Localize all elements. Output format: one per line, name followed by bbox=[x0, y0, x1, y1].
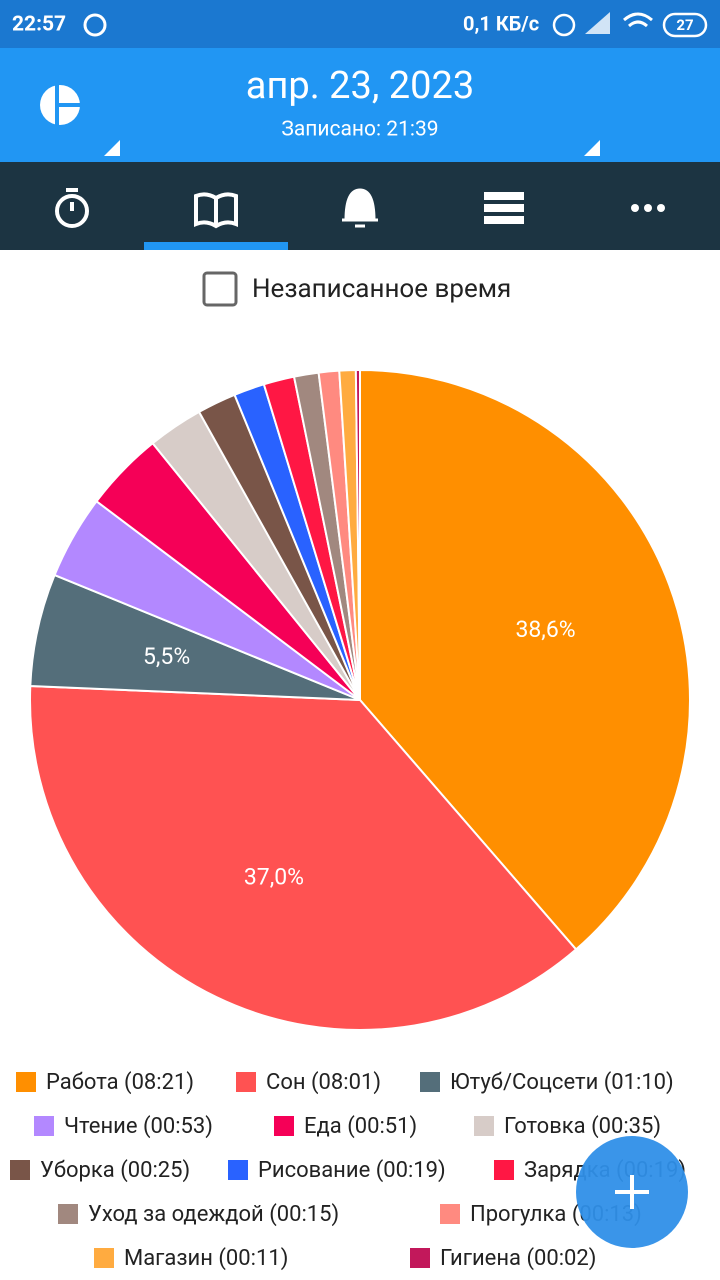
legend-swatch bbox=[274, 1116, 294, 1136]
legend-label: Уход за одеждой (00:15) bbox=[88, 1202, 339, 1227]
slice-label: 38,6% bbox=[515, 616, 575, 643]
pie-slice bbox=[354, 368, 361, 701]
legend-swatch bbox=[10, 1160, 30, 1180]
legend-label: Работа (08:21) bbox=[46, 1070, 194, 1095]
legend-label: Еда (00:51) bbox=[304, 1114, 417, 1139]
status-time: 22:57 bbox=[12, 13, 66, 37]
status-speed: 0,1 КБ/с bbox=[463, 11, 539, 35]
corner-indicator bbox=[584, 140, 600, 156]
corner-indicator bbox=[104, 140, 120, 156]
legend-swatch bbox=[474, 1116, 494, 1136]
more-tab[interactable] bbox=[631, 204, 665, 212]
pie-slice bbox=[359, 368, 691, 951]
recorded-subtitle: Записано: 21:39 bbox=[281, 118, 438, 142]
legend-swatch bbox=[420, 1072, 440, 1092]
status-bar bbox=[0, 0, 720, 48]
slice-label: 37,0% bbox=[244, 863, 304, 890]
timer-tab[interactable] bbox=[55, 188, 89, 228]
legend-swatch bbox=[410, 1248, 430, 1268]
alarm-icon bbox=[552, 13, 576, 37]
legend-label: Рисование (00:19) bbox=[258, 1158, 446, 1183]
legend-label: Чтение (00:53) bbox=[64, 1114, 213, 1139]
legend-swatch bbox=[94, 1248, 114, 1268]
alarm-icon bbox=[83, 13, 107, 37]
date-title[interactable]: апр. 23, 2023 bbox=[246, 64, 474, 108]
signal-icon bbox=[585, 12, 610, 34]
legend-swatch bbox=[58, 1204, 78, 1224]
journal-tab[interactable] bbox=[194, 192, 238, 229]
legend-swatch bbox=[440, 1204, 460, 1224]
active-tab-indicator bbox=[144, 242, 288, 250]
legend: Работа (08:21) Сон (08:01) Ютуб/Соцсети (0… bbox=[10, 1070, 686, 1271]
legend-swatch bbox=[494, 1160, 514, 1180]
legend-swatch bbox=[228, 1160, 248, 1180]
legend-label: Ютуб/Соцсети (01:10) bbox=[450, 1070, 674, 1095]
checkbox-label[interactable]: Незаписанное время bbox=[252, 274, 511, 304]
legend-label: Сон (08:01) bbox=[266, 1070, 381, 1095]
legend-label: Готовка (00:35) bbox=[504, 1114, 661, 1139]
app-logo[interactable] bbox=[40, 85, 80, 125]
legend-label: Уборка (00:25) bbox=[40, 1158, 190, 1183]
wifi-icon bbox=[623, 12, 653, 28]
legend-label: Магазин (00:11) bbox=[124, 1246, 288, 1271]
reminders-tab[interactable] bbox=[342, 188, 378, 228]
legend-swatch bbox=[16, 1072, 36, 1092]
checkbox[interactable] bbox=[202, 271, 238, 307]
battery-icon bbox=[662, 12, 708, 38]
list-tab[interactable] bbox=[484, 192, 524, 224]
pie-slice bbox=[29, 684, 578, 1031]
legend-swatch bbox=[34, 1116, 54, 1136]
battery-level: 27 bbox=[676, 16, 693, 34]
add-button[interactable] bbox=[576, 1136, 688, 1248]
slice-label: 5,5% bbox=[143, 643, 190, 670]
pie-chart: 38,6% 37,0% 5,5% bbox=[29, 368, 691, 1031]
legend-label: Гигиена (00:02) bbox=[440, 1246, 596, 1271]
legend-swatch bbox=[236, 1072, 256, 1092]
